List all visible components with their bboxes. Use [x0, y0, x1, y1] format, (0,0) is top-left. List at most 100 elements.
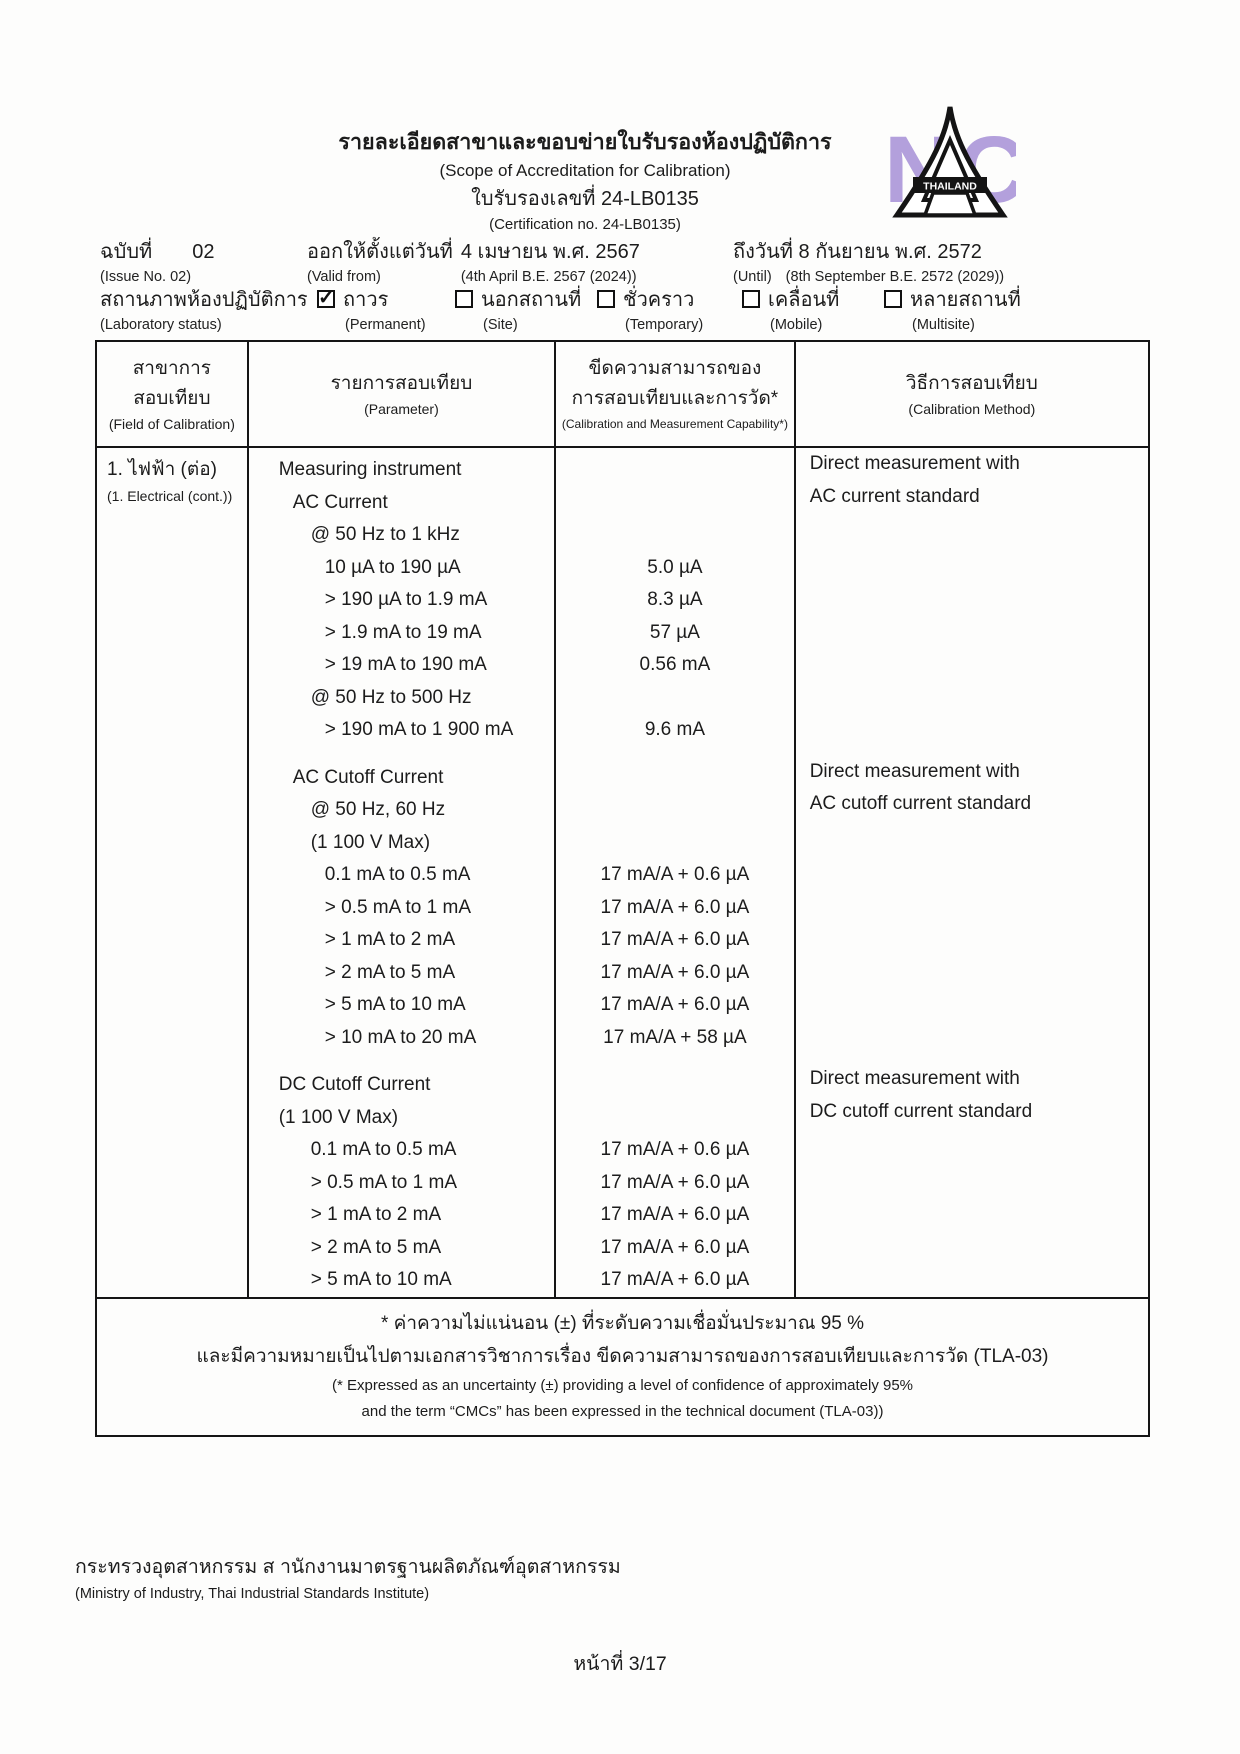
cmc-cell: 17 mA/A + 0.6 µA	[600, 864, 750, 885]
method-cell	[796, 951, 1148, 984]
cmc-column: 5.0 µA 8.3 µA 57 µA 0.56 mA 9.6 mA 17 mA/A + …	[556, 448, 796, 1297]
checkbox-checked-icon	[317, 285, 335, 310]
cmc-cell: 17 mA/A + 6.0 µA	[600, 994, 750, 1015]
status-option-label: ถาวร	[343, 289, 389, 311]
cmc-cell	[556, 454, 794, 487]
parameter-cell: > 19 mA to 190 mA	[324, 654, 487, 675]
status-option-label: หลายสถานที่	[910, 289, 1021, 311]
parameter-cell: (1 100 V Max)	[310, 831, 431, 853]
method-cell	[796, 546, 1148, 579]
method-cell	[796, 1016, 1148, 1049]
cmc-cell: 57 µA	[649, 621, 700, 643]
certificate-number-en: (Certification no. 24-LB0135)	[489, 216, 681, 233]
cmc-cell	[556, 487, 794, 520]
cmc-cell: 0.56 mA	[639, 654, 711, 675]
method-cell	[796, 1226, 1148, 1259]
status-option: ชั่วคราว (Temporary)	[597, 286, 703, 336]
method-cell: Direct measurement with	[809, 1068, 1020, 1089]
cmc-cell	[556, 682, 794, 715]
method-cell	[796, 1161, 1148, 1194]
parameter-cell: > 1 mA to 2 mA	[324, 929, 456, 950]
uncertainty-note: * ค่าความไม่แน่นอน (±) ที่ระดับความเชื่อ…	[97, 1296, 1148, 1435]
method-cell	[796, 983, 1148, 1016]
status-option-label: นอกสถานที่	[481, 289, 582, 311]
footer: กระทรวงอุตสาหกรรม ส านักงานมาตรฐานผลิตภั…	[75, 1552, 621, 1606]
cmc-cell: 17 mA/A + 6.0 µA	[600, 1236, 750, 1258]
until-block: ถึงวันที่ 8 กันยายน พ.ศ. 2572 (Until) (8t…	[733, 238, 1004, 288]
cmc-cell: 17 mA/A + 6.0 µA	[600, 961, 750, 983]
scope-table: สาขาการ สอบเทียบ (Field of Calibration) …	[95, 340, 1150, 1437]
header-field: สาขาการ สอบเทียบ (Field of Calibration)	[97, 342, 249, 446]
page-number: หน้าที่ 3/17	[573, 1653, 667, 1675]
method-cell: DC cutoff current standard	[809, 1100, 1033, 1122]
method-column: Direct measurement with AC current standa…	[796, 448, 1148, 1297]
issue-no: ฉบับที่ 02	[100, 241, 215, 263]
parameter-cell: @ 50 Hz to 1 kHz	[310, 524, 460, 545]
method-cell	[796, 918, 1148, 951]
parameter-cell: > 1.9 mA to 19 mA	[324, 621, 482, 643]
field-cell: 1. ไฟฟ้า (ต่อ) (1. Electrical (cont.))	[97, 448, 249, 1297]
accreditation-logo: N C THAILAND	[884, 102, 1027, 224]
status-option-label: ชั่วคราว	[623, 289, 695, 311]
method-cell	[796, 578, 1148, 611]
note-line-2: และมีความหมายเป็นไปตามเอกสารวิชาการเรื่อ…	[196, 1345, 1049, 1367]
parameter-cell: > 10 mA to 20 mA	[324, 1026, 477, 1048]
cmc-cell	[556, 519, 794, 552]
cmc-cell: 17 mA/A + 6.0 µA	[600, 1269, 750, 1290]
status-option-label-en: (Temporary)	[625, 317, 704, 333]
cmc-cell	[556, 1069, 794, 1102]
checkbox-icon	[597, 290, 615, 308]
checkbox-icon	[455, 290, 473, 308]
parameter-cell: @ 50 Hz, 60 Hz	[310, 799, 446, 820]
certificate-number: ใบรับรองเลขที่ 24-LB0135	[471, 188, 699, 210]
cmc-cell: 17 mA/A + 6.0 µA	[600, 1171, 750, 1193]
method-cell: AC cutoff current standard	[809, 793, 1032, 814]
parameter-cell: DC Cutoff Current	[278, 1074, 431, 1095]
laboratory-status-row: สถานภาพห้องปฏิบัติการ (Laboratory status…	[100, 285, 1200, 338]
parameter-cell: > 190 µA to 1.9 mA	[324, 589, 488, 610]
valid-from-date: 4 เมษายน พ.ศ. 2567	[460, 241, 640, 263]
method-cell	[796, 676, 1148, 709]
cmc-cell: 5.0 µA	[647, 556, 703, 578]
header-method: วิธีการสอบเทียบ (Calibration Method)	[905, 373, 1038, 417]
header-cmc: ขีดความสามารถของ การสอบเทียบและการวัด* (…	[556, 342, 796, 446]
cmc-cell	[556, 762, 794, 795]
parameter-cell: 0.1 mA to 0.5 mA	[310, 1139, 457, 1160]
logo-banner	[913, 177, 987, 193]
checkbox-icon	[884, 290, 902, 308]
table-header: สาขาการ สอบเทียบ (Field of Calibration) …	[97, 342, 1148, 448]
ministry-name: กระทรวงอุตสาหกรรม ส านักงานมาตรฐานผลิตภั…	[75, 1556, 621, 1578]
ministry-name-en: (Ministry of Industry, Thai Industrial S…	[75, 1586, 430, 1602]
parameter-cell: > 190 mA to 1 900 mA	[324, 719, 514, 740]
cmc-cell: 17 mA/A + 6.0 µA	[600, 1204, 750, 1225]
parameter-cell: > 2 mA to 5 mA	[324, 961, 456, 983]
page-title: รายละเอียดสาขาและขอบข่ายใบรับรองห้องปฏิบ…	[338, 130, 832, 154]
parameter-cell: > 1 mA to 2 mA	[310, 1204, 442, 1225]
method-cell: Direct measurement with	[809, 453, 1020, 474]
cmc-cell: 17 mA/A + 58 µA	[603, 1026, 747, 1048]
cmc-cell: 9.6 mA	[644, 719, 706, 740]
method-cell: AC current standard	[809, 485, 980, 507]
method-cell	[796, 886, 1148, 919]
cmc-cell: 8.3 µA	[647, 589, 703, 610]
cmc-cell	[556, 1102, 794, 1135]
method-cell	[796, 611, 1148, 644]
until-date-en: (Until) (8th September B.E. 2572 (2029))	[733, 269, 1005, 285]
note-line-3: (* Expressed as an uncertainty (±) provi…	[331, 1376, 914, 1394]
method-cell	[796, 853, 1148, 886]
status-option-label: เคลื่อนที่	[768, 289, 840, 311]
status-option: หลายสถานที่ (Multisite)	[884, 286, 1021, 336]
page-title-en: (Scope of Accreditation for Calibration)	[439, 161, 731, 180]
status-option-label-en: (Multisite)	[912, 317, 975, 333]
checkbox-icon	[742, 290, 760, 308]
parameter-cell: @ 50 Hz to 500 Hz	[310, 686, 472, 708]
parameter-cell: > 5 mA to 10 mA	[324, 994, 466, 1015]
status-option-label-en: (Site)	[483, 317, 518, 333]
method-cell	[796, 513, 1148, 546]
parameter-cell: Measuring instrument	[278, 459, 462, 480]
method-cell	[796, 1193, 1148, 1226]
status-option-label-en: (Permanent)	[345, 317, 426, 333]
logo-banner-label: THAILAND	[923, 181, 977, 193]
cmc-cell	[556, 794, 794, 827]
method-cell	[796, 1258, 1148, 1291]
